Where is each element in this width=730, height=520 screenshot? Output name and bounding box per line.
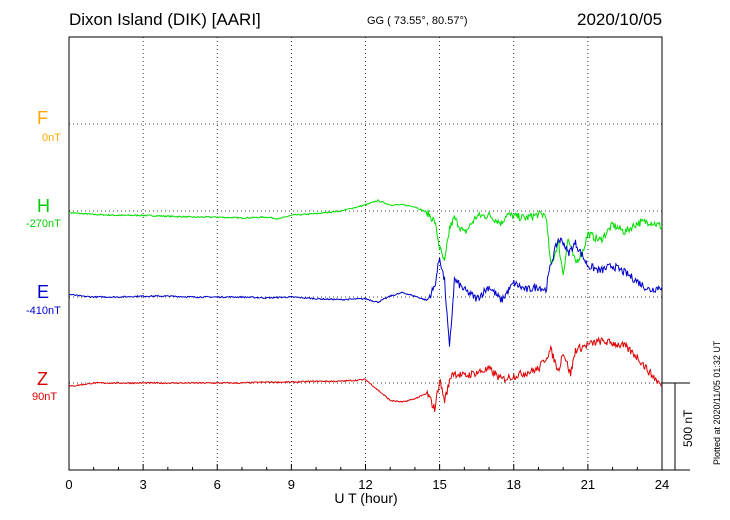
x-tick-label: 12 <box>358 477 372 492</box>
trace-z <box>68 336 663 412</box>
channel-h-label: H <box>37 196 50 216</box>
channel-f-base: 0nT <box>42 132 61 144</box>
scale-bar-label: 500 nT <box>681 409 695 447</box>
plotted-timestamp: Plotted at 2020/11/05 01:32 UT <box>712 340 722 465</box>
channel-e-base: -410nT <box>26 305 61 317</box>
date-label: 2020/10/05 <box>577 10 663 29</box>
x-tick-label: 24 <box>655 477 669 492</box>
x-axis: 0 3 6 9 12 15 18 21 24 <box>65 464 669 492</box>
x-tick-label: 21 <box>581 477 595 492</box>
channel-f-label: F <box>37 108 48 128</box>
x-tick-label: 0 <box>65 477 72 492</box>
channel-z-base: 90nT <box>32 391 58 403</box>
x-tick-label: 9 <box>288 477 295 492</box>
x-tick-label: 6 <box>214 477 221 492</box>
x-tick-label: 15 <box>432 477 446 492</box>
trace-h <box>68 199 663 276</box>
channel-h-base: -270nT <box>26 218 61 230</box>
x-tick-label: 18 <box>507 477 521 492</box>
station-title: Dixon Island (DIK) [AARI] <box>69 10 261 29</box>
station-coordinates: GG ( 73.55°, 80.57°) <box>367 15 468 27</box>
x-axis-label: U T (hour) <box>334 490 397 506</box>
channel-z-label: Z <box>37 369 48 389</box>
x-tick-label: 3 <box>140 477 147 492</box>
traces <box>68 199 663 412</box>
channel-e-label: E <box>37 282 50 302</box>
trace-e <box>68 237 663 347</box>
grid <box>69 37 662 470</box>
